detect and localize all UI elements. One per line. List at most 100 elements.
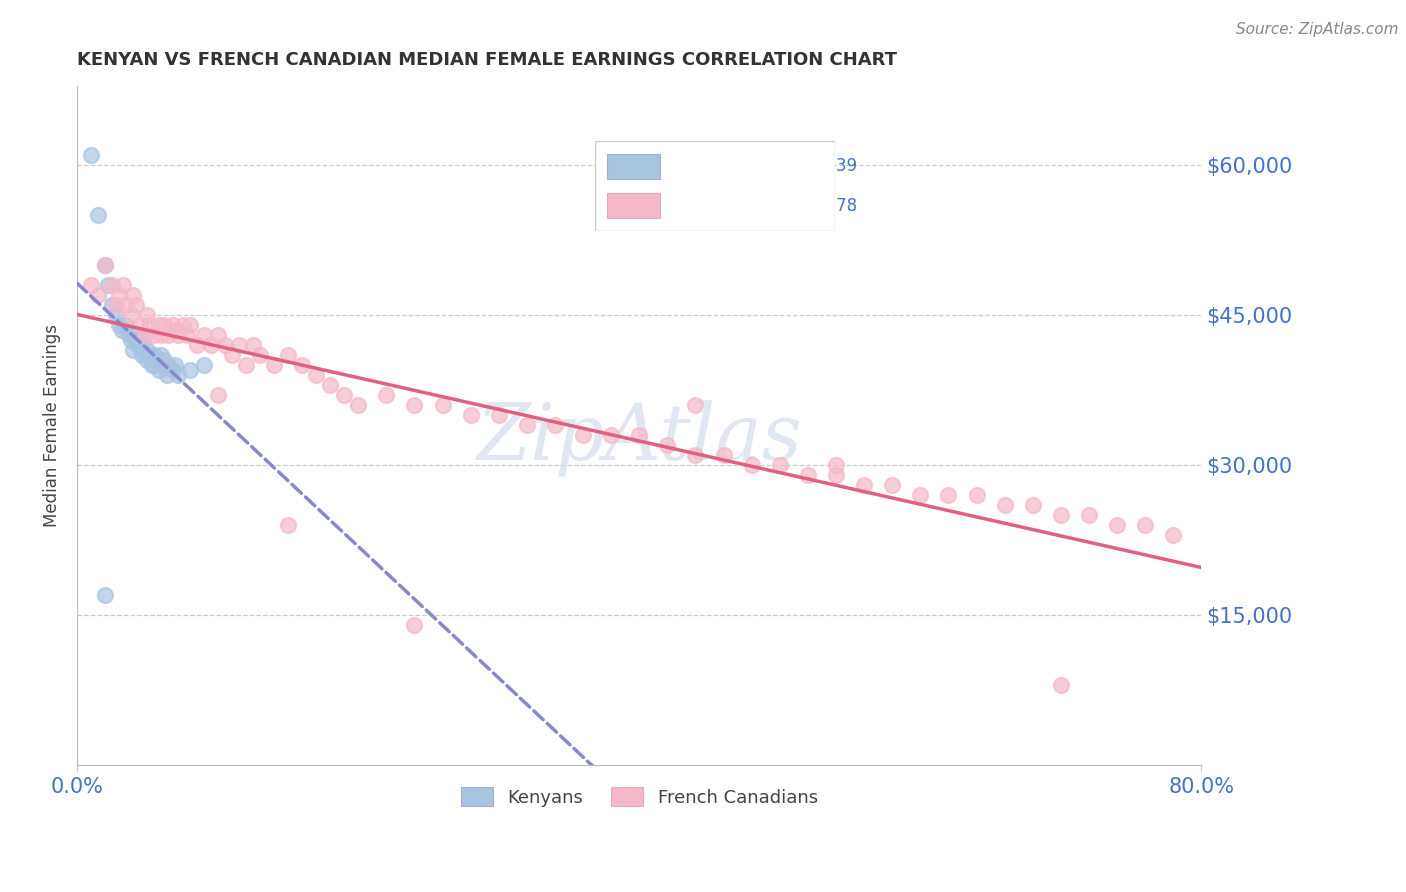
Point [143,359,166,373]
Point [994,499,1017,513]
Point [80,148,103,162]
Point [165,323,187,337]
Point [162,363,184,377]
Point [136,353,159,368]
Point [825,468,848,483]
Legend: Kenyans, French Canadians: Kenyans, French Canadians [454,780,825,814]
Point [221,348,243,362]
Point [101,278,124,293]
Point [105,309,128,323]
Point [404,398,426,412]
Point [111,323,134,337]
Point [242,338,264,352]
Text: ZipAtlas: ZipAtlas [477,401,803,477]
Point [741,458,763,473]
Point [825,458,848,473]
Point [685,448,707,462]
Point [162,318,184,333]
Point [94,259,117,273]
FancyBboxPatch shape [607,194,659,219]
Point [305,368,328,383]
Point [1163,528,1185,542]
Point [263,359,285,373]
Point [136,343,159,358]
Point [141,359,163,373]
Point [94,259,117,273]
Point [87,209,110,223]
Point [118,328,141,343]
Point [277,348,299,362]
Point [179,363,201,377]
Point [516,418,538,433]
Point [101,298,124,312]
Point [628,428,651,442]
Point [853,478,876,492]
Point [139,348,162,362]
Point [134,348,156,362]
Point [769,458,792,473]
Point [143,328,166,343]
Point [657,438,679,452]
Point [145,353,167,368]
Point [713,448,735,462]
Point [172,318,194,333]
Point [797,468,820,483]
Point [112,278,135,293]
Point [143,348,166,362]
Point [404,618,426,632]
Point [125,298,148,312]
Point [235,359,257,373]
Text: KENYAN VS FRENCH CANADIAN MEDIAN FEMALE EARNINGS CORRELATION CHART: KENYAN VS FRENCH CANADIAN MEDIAN FEMALE … [77,51,897,69]
Point [120,334,142,348]
Point [165,359,187,373]
Point [207,388,229,402]
Point [572,428,595,442]
Point [882,478,904,492]
Point [139,318,162,333]
Point [347,398,370,412]
Point [176,328,198,343]
Point [910,488,932,502]
Point [186,338,208,352]
Point [1050,678,1073,692]
Text: R = -0.096    N = 39: R = -0.096 N = 39 [689,157,856,176]
Point [214,338,236,352]
Point [97,278,120,293]
Point [115,318,138,333]
Point [134,328,156,343]
Text: Source: ZipAtlas.com: Source: ZipAtlas.com [1236,22,1399,37]
Point [193,359,215,373]
Point [193,328,215,343]
Point [167,328,190,343]
Point [129,338,152,352]
Point [179,318,201,333]
Point [150,328,173,343]
Point [488,409,510,423]
Point [129,318,152,333]
Point [200,338,222,352]
Point [87,288,110,302]
Point [148,363,170,377]
Point [157,359,180,373]
Point [80,278,103,293]
Point [277,518,299,533]
FancyBboxPatch shape [595,142,835,231]
Point [1022,499,1045,513]
Point [127,338,149,352]
Point [105,298,128,312]
Point [432,398,454,412]
Point [167,368,190,383]
Point [122,343,145,358]
Point [153,318,176,333]
Point [333,388,356,402]
Point [375,388,398,402]
Point [1078,508,1101,523]
Y-axis label: Median Female Earnings: Median Female Earnings [44,324,60,527]
Point [1050,508,1073,523]
Point [125,334,148,348]
Point [129,328,152,343]
Point [291,359,314,373]
Point [148,318,170,333]
Point [150,348,173,362]
Point [1107,518,1129,533]
